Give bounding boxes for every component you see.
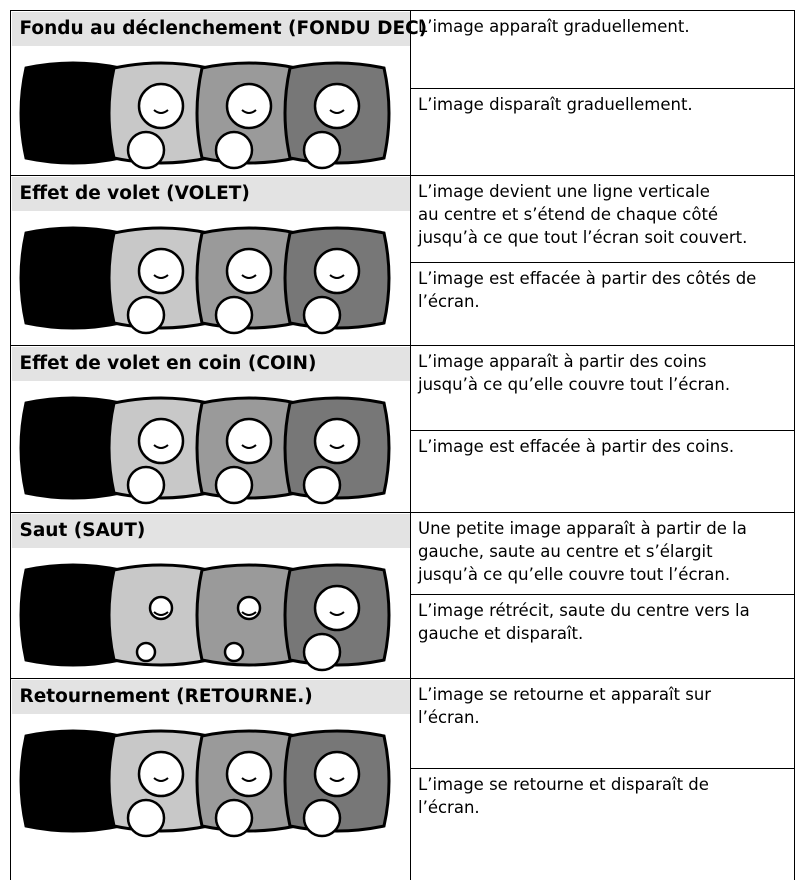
shape [153, 611, 169, 616]
page: Fondu au déclenchement (FONDU DEC) L’imag… [10, 10, 795, 880]
column-divider [410, 10, 411, 175]
description-split [410, 594, 795, 595]
description-line: L’image se retourne et disparaît de [418, 775, 709, 794]
shape [302, 632, 342, 672]
description-line: au centre et s’étend de chaque côté [418, 205, 719, 224]
description: L’image apparaît graduellement. [410, 10, 795, 43]
shape [313, 82, 361, 130]
description: L’image disparaît graduellement. [410, 88, 795, 121]
description: L’image rétrécit, saute du centre vers l… [410, 594, 795, 650]
description-split [410, 88, 795, 89]
shape [153, 444, 169, 449]
description-line: L’image devient une ligne verticale [418, 182, 710, 201]
row-frame [10, 175, 795, 345]
shape [137, 750, 185, 798]
illustration [19, 563, 391, 672]
description: Une petite image apparaît à partir de la… [410, 512, 795, 591]
illustration [19, 61, 391, 170]
description-line: L’image rétrécit, saute du centre vers l… [418, 601, 750, 620]
shape [137, 417, 185, 465]
illustration [19, 226, 391, 335]
shape [313, 750, 361, 798]
shape [126, 798, 166, 838]
shape [329, 444, 345, 449]
description-line: gauche et disparaît. [418, 624, 584, 643]
row-frame [10, 345, 795, 512]
shape [329, 274, 345, 279]
shape [302, 130, 342, 170]
row-title: Effet de volet (VOLET) [11, 176, 410, 211]
row-frame [10, 678, 795, 880]
shape [153, 777, 169, 782]
shape [126, 465, 166, 505]
description-line: L’image apparaît à partir des coins [418, 352, 707, 371]
row-title: Retournement (RETOURNE.) [11, 679, 410, 714]
shape [225, 247, 273, 295]
shape [302, 798, 342, 838]
shape [241, 611, 257, 616]
description-split [410, 262, 795, 263]
shape [329, 109, 345, 114]
description-line: jusqu’à ce qu’elle couvre tout l’écran. [418, 565, 731, 584]
shape [313, 417, 361, 465]
description-line: L’image disparaît graduellement. [418, 95, 693, 114]
row-title: Fondu au déclenchement (FONDU DEC) [11, 11, 427, 46]
description-line: L’image est effacée à partir des côtés d… [418, 269, 757, 288]
description-line: l’écran. [418, 292, 480, 311]
shape [223, 641, 245, 663]
description-line: gauche, saute au centre et s’élargit [418, 542, 713, 561]
row-title: Effet de volet en coin (COIN) [11, 346, 410, 381]
shape [153, 109, 169, 114]
column-divider [410, 512, 411, 678]
illustration [19, 729, 391, 838]
shape [214, 295, 254, 335]
shape [313, 247, 361, 295]
description-split [410, 430, 795, 431]
shape [302, 295, 342, 335]
shape [241, 274, 257, 279]
shape [241, 444, 257, 449]
description-line: L’image est effacée à partir des coins. [418, 437, 735, 456]
shape [214, 798, 254, 838]
description: L’image est effacée à partir des coins. [410, 430, 795, 463]
description: L’image devient une ligne verticale au ce… [410, 175, 795, 254]
shape [135, 641, 157, 663]
shape [137, 247, 185, 295]
shape [214, 130, 254, 170]
column-divider [410, 345, 411, 512]
description-line: l’écran. [418, 708, 480, 727]
shape [313, 584, 361, 632]
description: L’image est effacée à partir des côtés d… [410, 262, 795, 318]
description-line: jusqu’à ce qu’elle couvre tout l’écran. [418, 375, 731, 394]
shape [241, 109, 257, 114]
shape [137, 82, 185, 130]
shape [329, 611, 345, 616]
shape [241, 777, 257, 782]
column-divider [410, 678, 411, 880]
description-line: L’image apparaît graduellement. [418, 17, 690, 36]
shape [126, 130, 166, 170]
description-line: Une petite image apparaît à partir de la [418, 519, 747, 538]
description-split [410, 768, 795, 769]
shape [302, 465, 342, 505]
description: L’image se retourne et apparaît sur l’écr… [410, 678, 795, 734]
shape [225, 417, 273, 465]
row-frame [10, 10, 795, 175]
row-title: Saut (SAUT) [11, 513, 410, 548]
column-divider [410, 175, 411, 345]
description: L’image se retourne et disparaît de l’écr… [410, 768, 795, 824]
row-frame [10, 512, 795, 678]
shape [126, 295, 166, 335]
shape [153, 274, 169, 279]
description: L’image apparaît à partir des coins jusqu… [410, 345, 795, 401]
shape [225, 750, 273, 798]
illustration [19, 396, 391, 505]
shape [329, 777, 345, 782]
description-line: jusqu’à ce que tout l’écran soit couvert… [418, 228, 748, 247]
shape [225, 82, 273, 130]
description-line: l’écran. [418, 798, 480, 817]
description-line: L’image se retourne et apparaît sur [418, 685, 712, 704]
shape [214, 465, 254, 505]
